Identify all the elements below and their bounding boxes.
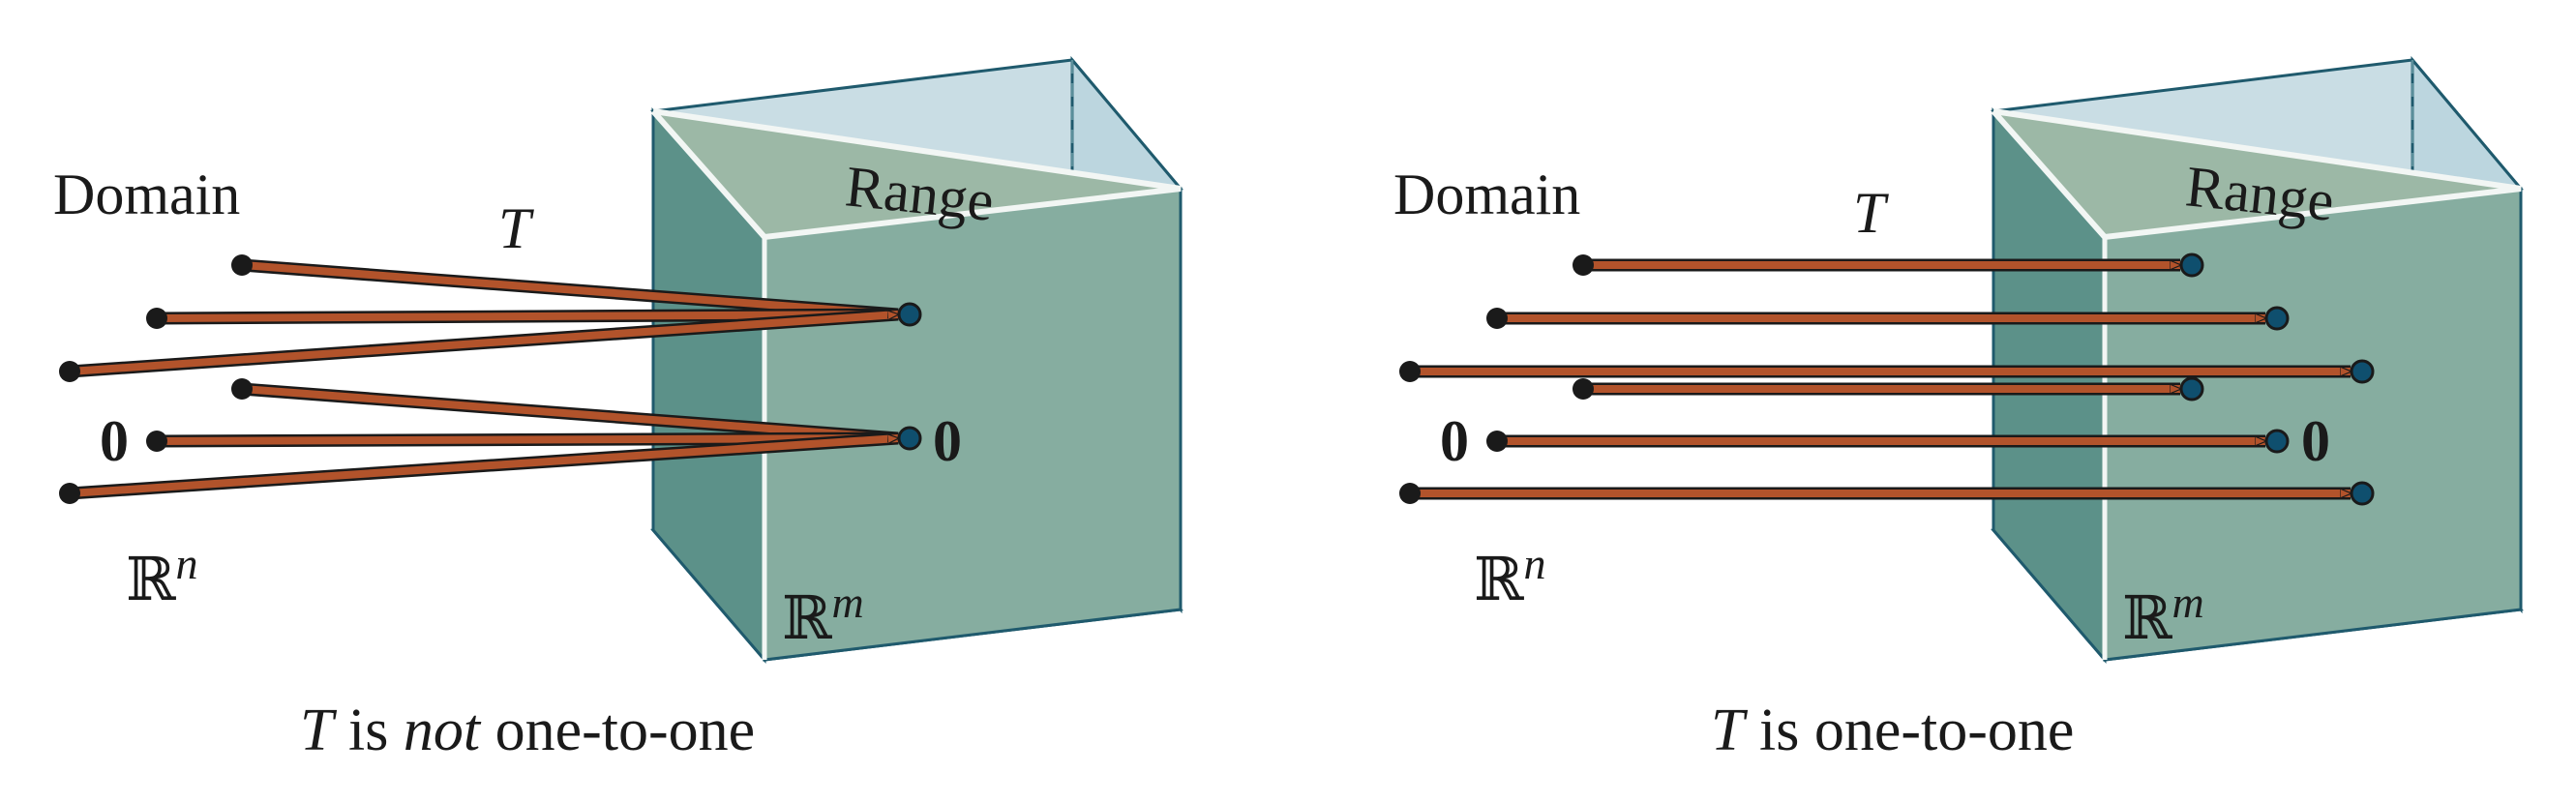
range-label: Range bbox=[2183, 154, 2337, 233]
caption: T is one-to-one bbox=[1711, 698, 2074, 763]
range-prism bbox=[1990, 55, 2524, 665]
map-arrow bbox=[156, 438, 898, 445]
domain-point bbox=[59, 361, 80, 382]
mapping-arrows bbox=[69, 258, 898, 500]
map-arrow bbox=[241, 385, 898, 438]
map-arrow bbox=[69, 314, 898, 375]
range-points bbox=[2179, 253, 2375, 506]
domain-point bbox=[1399, 483, 1421, 504]
caption: T is not one-to-one bbox=[300, 698, 755, 763]
range-space-label: ℝm bbox=[782, 578, 864, 652]
domain-point bbox=[231, 254, 253, 276]
domain-point bbox=[146, 431, 167, 452]
map-label-t: T bbox=[498, 196, 534, 260]
range-point bbox=[2350, 359, 2375, 384]
domain-zero-label: 0 bbox=[1440, 409, 1469, 473]
range-zero-label: 0 bbox=[933, 409, 962, 473]
domain-point bbox=[1486, 431, 1508, 452]
range-point bbox=[2264, 306, 2290, 331]
range-zero-label: 0 bbox=[2301, 409, 2330, 473]
panel-not-one-to-one: Domain Range T 0 0 ℝn ℝm T is not one-to… bbox=[53, 55, 1183, 763]
range-prism bbox=[649, 55, 1183, 665]
range-label: Range bbox=[843, 154, 997, 233]
domain-points bbox=[59, 254, 253, 504]
domain-point bbox=[1399, 361, 1421, 382]
range-point bbox=[2350, 481, 2375, 506]
domain-points bbox=[1399, 254, 1594, 504]
map-arrow bbox=[241, 261, 898, 314]
domain-point bbox=[231, 378, 253, 400]
domain-point bbox=[146, 308, 167, 329]
range-point bbox=[2179, 376, 2204, 402]
domain-label: Domain bbox=[53, 163, 240, 226]
map-arrow bbox=[156, 314, 898, 322]
domain-point bbox=[1573, 378, 1594, 400]
range-points bbox=[897, 302, 922, 451]
domain-zero-label: 0 bbox=[100, 409, 129, 473]
domain-point bbox=[59, 483, 80, 504]
domain-point bbox=[1573, 254, 1594, 276]
mapping-arrows bbox=[1410, 258, 2351, 500]
domain-point bbox=[1486, 308, 1508, 329]
range-point bbox=[2264, 429, 2290, 454]
domain-space-label: ℝn bbox=[126, 539, 198, 613]
range-space-label: ℝm bbox=[2122, 578, 2204, 652]
map-label-t: T bbox=[1853, 181, 1889, 245]
map-arrow bbox=[69, 438, 898, 497]
panel-one-to-one: Domain Range T 0 0 ℝn ℝm T is one-to-one bbox=[1393, 55, 2524, 763]
range-point bbox=[897, 302, 922, 327]
range-point bbox=[897, 426, 922, 451]
domain-space-label: ℝn bbox=[1474, 539, 1546, 613]
domain-label: Domain bbox=[1393, 163, 1580, 226]
range-point bbox=[2179, 253, 2204, 278]
